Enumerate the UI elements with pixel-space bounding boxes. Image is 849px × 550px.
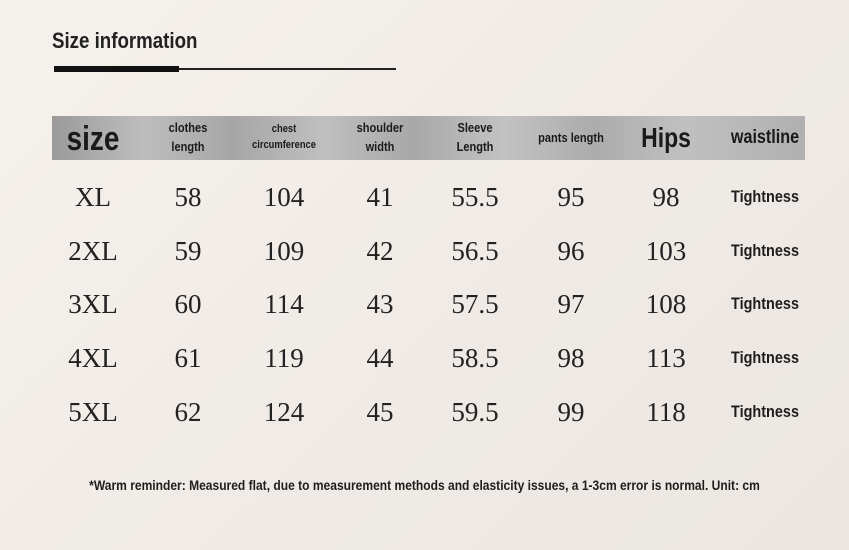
table-cell-pants-length: 95 <box>557 181 585 212</box>
table-cell-shoulder-width: 45 <box>366 396 394 427</box>
column-header-shoulder-width: shoulder width <box>356 120 404 154</box>
table-cell-chest-circumference: 124 <box>263 396 305 427</box>
table-cell-hips: 113 <box>646 342 686 373</box>
table-cell-pants-length: 98 <box>557 342 585 373</box>
table-cell-pants-length: 97 <box>557 288 585 319</box>
size-label-cell: 4XL <box>68 342 118 373</box>
table-cell-sleeve-length: 59.5 <box>451 396 499 427</box>
column-header-clothes-length: clothes length <box>168 120 208 154</box>
table-cell-clothes-length: 61 <box>174 342 202 373</box>
table-cell-shoulder-width: 41 <box>366 181 394 212</box>
table-cell-waistline: Tightness <box>731 241 799 260</box>
title-divider-line <box>54 68 396 70</box>
table-cell-waistline: Tightness <box>731 402 799 421</box>
column-header-chest-circumference: chest circumference <box>252 123 316 151</box>
page-title: Size information <box>52 28 198 53</box>
table-cell-clothes-length: 62 <box>174 396 202 427</box>
table-cell-shoulder-width: 44 <box>366 342 394 373</box>
column-header-size: size <box>66 119 120 158</box>
table-cell-shoulder-width: 42 <box>366 235 394 266</box>
table-cell-waistline: Tightness <box>731 348 799 367</box>
table-cell-pants-length: 99 <box>557 396 585 427</box>
size-label-cell: 5XL <box>68 396 118 427</box>
table-cell-clothes-length: 60 <box>174 288 202 319</box>
title-accent-bar <box>54 66 179 72</box>
table-cell-sleeve-length: 58.5 <box>451 342 499 373</box>
size-label-cell: 2XL <box>68 235 118 266</box>
table-cell-chest-circumference: 109 <box>263 235 305 266</box>
table-cell-hips: 98 <box>652 181 680 212</box>
measurement-note: *Warm reminder: Measured flat, due to me… <box>89 477 760 493</box>
table-cell-sleeve-length: 57.5 <box>451 288 499 319</box>
table-cell-waistline: Tightness <box>731 187 799 206</box>
size-label-cell: XL <box>75 181 111 212</box>
column-header-pants-length: pants length <box>538 129 604 145</box>
table-header-band <box>52 116 805 160</box>
table-cell-pants-length: 96 <box>557 235 585 266</box>
table-cell-sleeve-length: 56.5 <box>451 235 499 266</box>
table-cell-hips: 118 <box>646 396 686 427</box>
column-header-hips: Hips <box>641 121 691 153</box>
table-cell-clothes-length: 58 <box>174 181 202 212</box>
table-cell-chest-circumference: 114 <box>264 288 304 319</box>
table-cell-hips: 108 <box>645 288 687 319</box>
table-cell-sleeve-length: 55.5 <box>451 181 499 212</box>
table-cell-hips: 103 <box>645 235 687 266</box>
table-cell-waistline: Tightness <box>731 294 799 313</box>
table-cell-shoulder-width: 43 <box>366 288 394 319</box>
column-header-waistline: waistline <box>730 127 800 149</box>
table-cell-chest-circumference: 104 <box>263 181 305 212</box>
table-cell-chest-circumference: 119 <box>264 342 304 373</box>
size-label-cell: 3XL <box>68 288 118 319</box>
column-header-sleeve-length: Sleeve Length <box>456 120 494 154</box>
table-cell-clothes-length: 59 <box>174 235 202 266</box>
